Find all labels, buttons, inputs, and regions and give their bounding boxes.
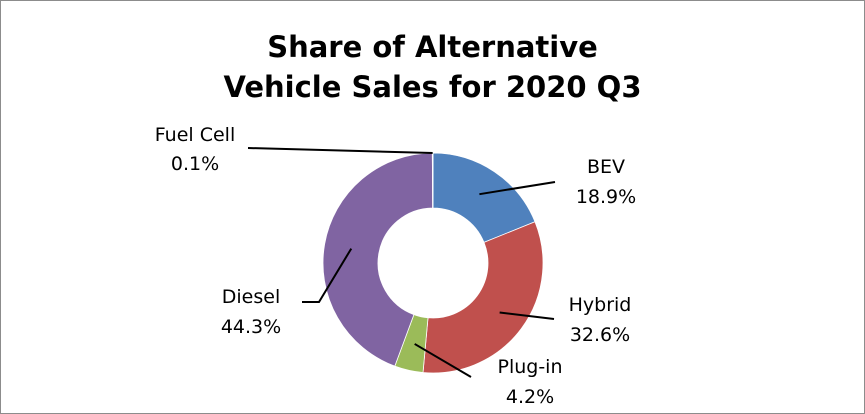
data-label-fuel-cell-value: 0.1% xyxy=(171,153,219,175)
data-label-bev-value: 18.9% xyxy=(576,186,636,208)
leader-line-plug-in xyxy=(414,343,472,378)
data-label-bev: BEV 18.9% xyxy=(576,156,636,208)
data-label-fuel-cell: Fuel Cell 0.1% xyxy=(155,124,235,175)
data-label-hybrid-value: 32.6% xyxy=(570,324,630,346)
data-label-plug-in-name: Plug-in xyxy=(497,356,562,378)
slices-layer xyxy=(322,152,544,374)
slice-diesel xyxy=(322,152,434,367)
data-label-fuel-cell-name: Fuel Cell xyxy=(155,124,235,146)
data-label-diesel-value: 44.3% xyxy=(221,316,281,338)
chart-title-line-2: Vehicle Sales for 2020 Q3 xyxy=(223,70,642,104)
data-label-plug-in-value: 4.2% xyxy=(506,386,554,408)
chart-title-line-1: Share of Alternative xyxy=(267,30,598,64)
chart-title: Share of Alternative Vehicle Sales for 2… xyxy=(1,27,864,107)
data-label-hybrid: Hybrid 32.6% xyxy=(569,294,632,346)
slice-hybrid xyxy=(422,221,544,374)
data-label-hybrid-name: Hybrid xyxy=(569,294,632,316)
data-label-bev-name: BEV xyxy=(587,156,625,178)
leader-lines xyxy=(247,147,556,378)
leader-line-bev xyxy=(479,181,556,196)
leader-line-hybrid xyxy=(499,311,555,320)
slice-fuel-cell xyxy=(431,152,434,209)
data-label-plug-in: Plug-in 4.2% xyxy=(497,356,562,408)
data-label-diesel-name: Diesel xyxy=(222,286,280,308)
leader-line-diesel xyxy=(302,248,353,303)
leader-line-fuel-cell xyxy=(247,147,433,155)
data-label-diesel: Diesel 44.3% xyxy=(221,286,281,338)
